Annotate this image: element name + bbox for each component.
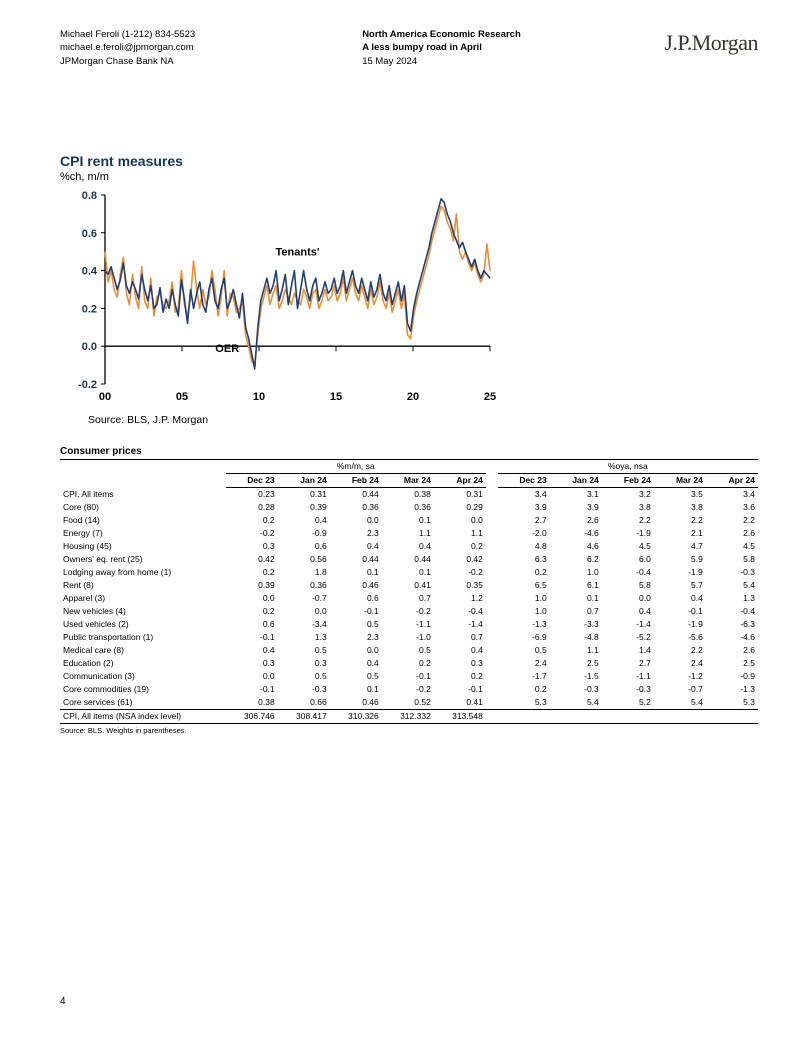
svg-text:0.6: 0.6 — [82, 228, 97, 240]
svg-text:00: 00 — [99, 391, 111, 403]
chart-title: CPI rent measures — [60, 153, 758, 169]
svg-text:0.4: 0.4 — [82, 265, 98, 277]
line-chart: -0.2 0.0 0.2 0.4 0.6 0.8 00 05 10 15 20 25 Tenants' O… — [60, 187, 500, 412]
table-footer: Source: BLS. Weights in parentheses. — [60, 723, 758, 735]
report-date: 15 May 2024 — [362, 55, 582, 68]
chart-subtitle: %ch, m/m — [60, 171, 758, 183]
table-section: Consumer prices %m/m, sa%oya, nsaDec 23J… — [60, 446, 758, 735]
author-email: michael.e.feroli@jpmorgan.com — [60, 41, 280, 54]
svg-text:0.0: 0.0 — [82, 341, 97, 353]
svg-text:05: 05 — [176, 391, 188, 403]
cpi-table: %m/m, sa%oya, nsaDec 23Jan 24Feb 24Mar 2… — [60, 460, 758, 723]
svg-text:20: 20 — [407, 391, 419, 403]
chart-container: -0.2 0.0 0.2 0.4 0.6 0.8 00 05 10 15 20 25 Tenants' O… — [60, 187, 500, 412]
svg-text:15: 15 — [330, 391, 342, 403]
page-number: 4 — [60, 996, 66, 1007]
report-dept: North America Economic Research — [362, 28, 582, 41]
author-phone: Michael Feroli (1-212) 834-5523 — [60, 28, 280, 41]
svg-text:0.2: 0.2 — [82, 303, 97, 315]
logo: J.P.Morgan — [664, 28, 758, 59]
header-author-block: Michael Feroli (1-212) 834-5523 michael.… — [60, 28, 280, 68]
svg-text:10: 10 — [253, 391, 265, 403]
svg-text:0.8: 0.8 — [82, 190, 97, 202]
table-title: Consumer prices — [60, 446, 758, 460]
page-header: Michael Feroli (1-212) 834-5523 michael.… — [60, 28, 758, 68]
svg-text:OER: OER — [215, 343, 239, 355]
author-bank: JPMorgan Chase Bank NA — [60, 55, 280, 68]
chart-source: Source: BLS, J.P. Morgan — [88, 414, 758, 426]
header-report-block: North America Economic Research A less b… — [362, 28, 582, 68]
report-title: A less bumpy road in April — [362, 41, 582, 54]
svg-text:25: 25 — [484, 391, 496, 403]
chart-section: CPI rent measures %ch, m/m -0.2 0.0 0.2 0.4… — [60, 153, 758, 426]
svg-text:Tenants': Tenants' — [276, 246, 320, 258]
svg-text:-0.2: -0.2 — [78, 379, 97, 391]
